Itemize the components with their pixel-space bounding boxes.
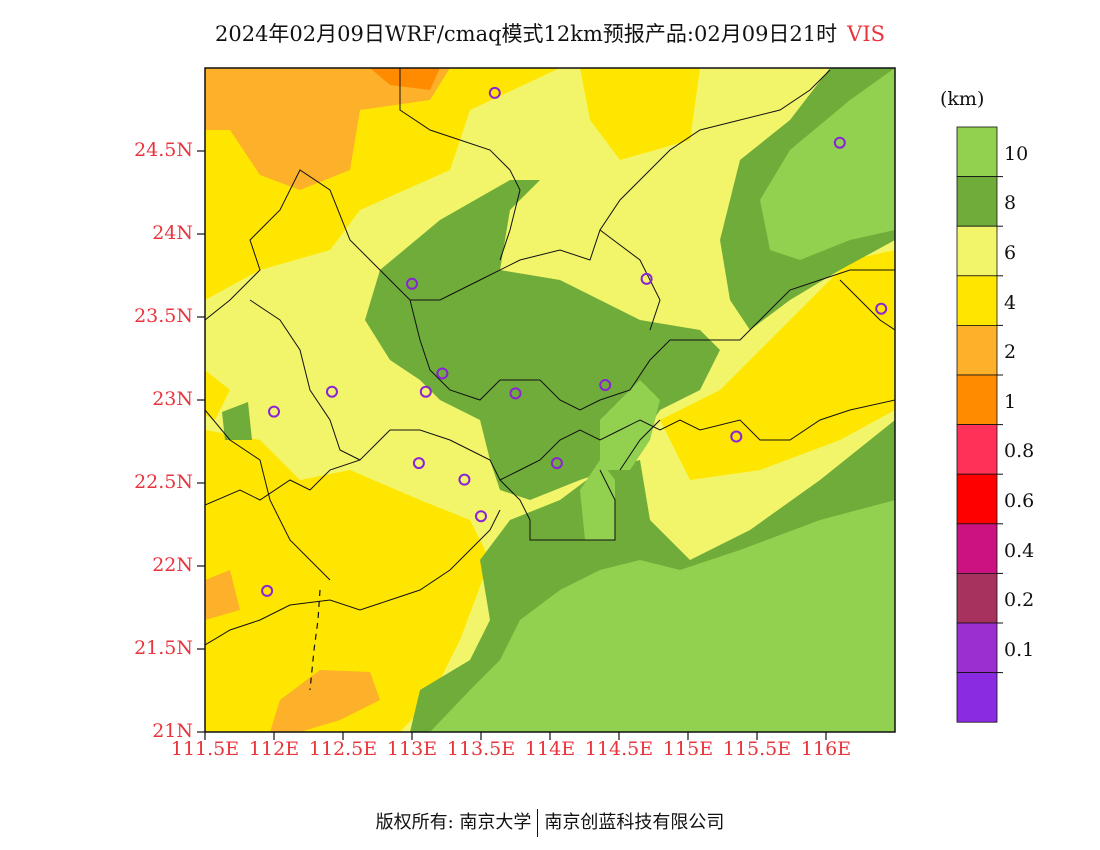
y-tick-label: 24N [152,222,193,244]
colorbar-unit: (km) [940,88,985,110]
colorbar-label: 0.4 [1004,539,1035,562]
station-marker [509,387,522,400]
y-tick-label: 23N [152,388,193,410]
station-marker [261,584,274,597]
colorbar-label: 0.8 [1004,440,1035,463]
station-marker [406,277,418,290]
title-variable: VIS [847,22,886,46]
colorbar-label: 0.6 [1004,490,1035,512]
colorbar-label: 4 [1004,291,1017,314]
x-tick-label: 113E [386,738,438,760]
station-marker [458,473,471,486]
chart-title: 2024年02月09日WRF/cmaq模式12km预报产品:02月09日21时 V… [0,18,1100,48]
station-marker [475,510,487,523]
station-marker [599,379,612,392]
x-tick-label: 114E [524,738,576,760]
colorbar-swatch [956,225,998,277]
station-marker [640,272,653,285]
colorbar-label: 6 [1004,242,1017,264]
colorbar-swatch [956,176,998,227]
colorbar-swatch [956,622,998,673]
station-marker [550,457,563,470]
colorbar-swatch [956,275,998,326]
footer-company: 南京创蓝科技有限公司 [544,812,725,833]
colorbar-swatch [956,672,998,723]
colorbar-swatch [956,126,998,177]
y-tick-label: 23.5N [134,305,193,327]
x-tick-label: 114.5E [584,738,654,760]
y-tick-label: 22.5N [134,471,193,493]
station-marker [488,86,501,99]
y-tick-label: 21N [152,720,193,742]
station-marker [875,302,888,315]
colorbar-label: 2 [1004,341,1017,364]
visibility-field [205,68,895,732]
station-marker [833,136,846,149]
colorbar-swatch [956,523,998,574]
y-tick-label: 21.5N [134,637,193,659]
station-marker [325,385,338,398]
x-tick-label: 115.5E [722,738,792,760]
colorbar-label: 0.2 [1004,589,1035,612]
station-marker [436,367,449,380]
y-tick-label: 24.5N [134,139,193,161]
station-marker [730,430,743,443]
x-tick-label: 111.5E [170,738,240,760]
colorbar [956,126,1003,723]
footer-separator [537,809,539,837]
x-tick-label: 115E [662,738,714,760]
x-tick-label: 112.5E [308,738,378,760]
x-tick-label: 113.5E [446,738,516,760]
colorbar-swatch [956,374,998,425]
y-tick-label: 22N [152,554,193,576]
colorbar-swatch [956,573,998,624]
colorbar-label: 10 [1004,142,1029,165]
axis-ticks [197,150,827,740]
colorbar-swatch [956,324,998,376]
title-main: 2024年02月09日WRF/cmaq模式12km预报产品:02月09日21时 [214,22,838,46]
station-markers [261,86,888,597]
colorbar-swatch [956,424,998,475]
x-tick-label: 116E [800,738,852,760]
station-marker [412,457,425,470]
colorbar-label: 8 [1004,192,1017,215]
station-marker [419,385,432,398]
footer: 版权所有: 南京大学 南京创蓝科技有限公司 [0,808,1100,837]
station-marker [268,405,280,418]
footer-copyright: 版权所有: 南京大学 [375,812,532,833]
colorbar-label: 1 [1004,390,1017,413]
x-tick-label: 112E [248,738,300,760]
colorbar-label: 0.1 [1004,638,1035,661]
colorbar-swatch [956,473,998,525]
